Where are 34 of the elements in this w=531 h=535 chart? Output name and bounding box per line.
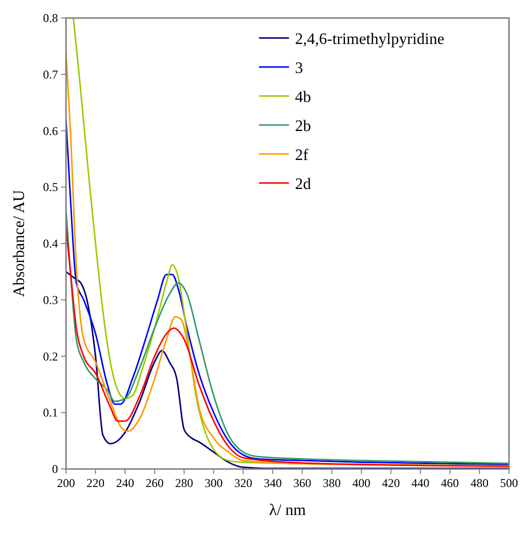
y-tick-label: 0.6 (43, 124, 58, 138)
y-tick-label: 0.7 (43, 67, 58, 82)
y-tick-label: 0.8 (43, 11, 58, 25)
x-tick-label: 460 (440, 476, 459, 490)
legend-label: 4b (295, 89, 311, 106)
legend-label: 2b (295, 118, 311, 135)
legend-label: 2,4,6-trimethylpyridine (295, 31, 444, 48)
y-axis-title: Absorbance/ AU (11, 190, 28, 298)
x-tick-label: 340 (264, 476, 282, 490)
x-tick-label: 420 (382, 476, 400, 490)
legend-label: 3 (295, 60, 303, 77)
y-tick-label: 0 (52, 462, 58, 476)
y-tick-label: 0.3 (43, 292, 58, 307)
x-tick-label: 400 (352, 476, 370, 490)
x-tick-label: 380 (322, 476, 341, 490)
legend-label: 2f (295, 147, 309, 164)
y-tick-label: 0.5 (43, 180, 58, 194)
x-tick-label: 360 (293, 476, 312, 490)
x-tick-label: 260 (146, 476, 164, 490)
line-series (66, 270, 509, 469)
x-axis-title: λ/ nm (269, 502, 306, 519)
x-tick-label: 320 (234, 476, 252, 490)
x-tick-label: 220 (86, 476, 105, 490)
y-tick-label: 0.2 (43, 349, 58, 364)
x-tick-label: 240 (116, 476, 134, 490)
x-tick-label: 500 (500, 476, 518, 490)
x-tick-label: 480 (470, 476, 488, 490)
x-tick-label: 300 (204, 476, 223, 490)
legend-label: 2d (295, 176, 311, 193)
y-tick-label: 0.4 (43, 236, 58, 250)
x-tick-label: 200 (57, 476, 75, 490)
y-tick-label: 0.1 (43, 406, 58, 420)
x-tick-label: 280 (175, 476, 194, 490)
x-tick-label: 440 (411, 476, 430, 490)
